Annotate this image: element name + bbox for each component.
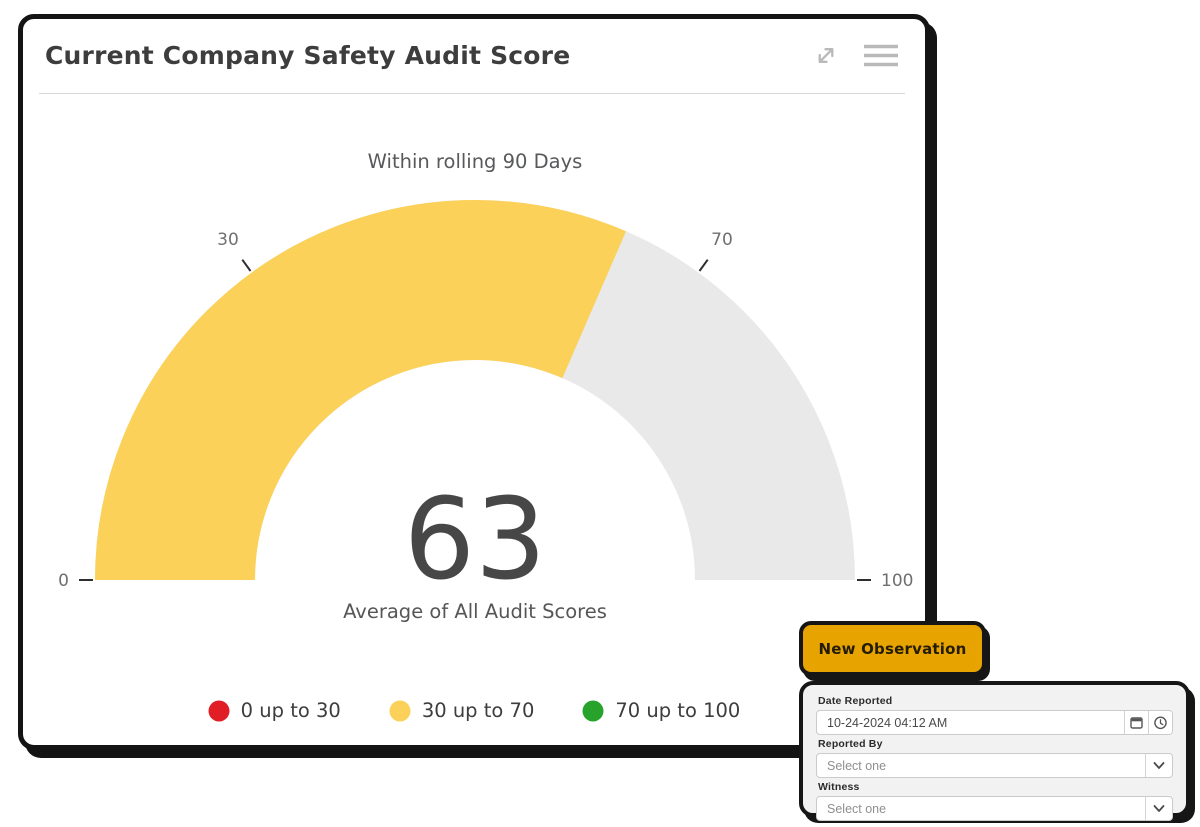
witness-value: Select one xyxy=(827,801,887,816)
header-divider xyxy=(39,93,905,94)
gauge-tick-label-100: 100 xyxy=(881,571,913,591)
date-reported-input[interactable]: 10-24-2024 04:12 AM xyxy=(827,715,948,730)
gauge-tick-70 xyxy=(698,259,709,272)
date-reported-control: 10-24-2024 04:12 AM xyxy=(816,710,1173,735)
gauge-tick-label-0: 0 xyxy=(58,571,69,591)
chevron-down-icon[interactable] xyxy=(1145,754,1172,777)
legend-dot-yellow-icon xyxy=(389,700,411,721)
hamburger-menu-icon[interactable] xyxy=(863,42,899,69)
reported-by-value: Select one xyxy=(827,758,887,773)
reported-by-label: Reported By xyxy=(818,738,883,750)
legend-item-yellow[interactable]: 30 up to 70 xyxy=(389,699,535,722)
gauge-legend: 0 up to 30 30 up to 70 70 up to 100 xyxy=(23,699,925,722)
clock-icon[interactable] xyxy=(1148,711,1172,734)
new-observation-button[interactable]: New Observation xyxy=(799,621,986,676)
gauge-subtitle: Average of All Audit Scores xyxy=(343,600,607,623)
gauge-tick-30 xyxy=(241,259,252,272)
reported-by-select[interactable]: Select one xyxy=(816,753,1173,778)
legend-label: 0 up to 30 xyxy=(240,699,341,722)
reported-by-field: Reported By Select one xyxy=(816,738,1173,778)
gauge-value: 63 xyxy=(404,475,547,605)
card-header: Current Company Safety Audit Score xyxy=(23,19,925,85)
date-reported-field: Date Reported 10-24-2024 04:12 AM xyxy=(816,695,1173,735)
card-title: Current Company Safety Audit Score xyxy=(45,40,571,70)
witness-select[interactable]: Select one xyxy=(816,796,1173,821)
gauge-chart: Within rolling 90 Days 0 30 70 100 63 Av… xyxy=(58,150,913,623)
legend-item-green[interactable]: 70 up to 100 xyxy=(582,699,740,722)
audit-score-card: Current Company Safety Audit Score xyxy=(18,14,930,750)
legend-item-red[interactable]: 0 up to 30 xyxy=(208,699,341,722)
observation-form-panel: Date Reported 10-24-2024 04:12 AM xyxy=(799,681,1190,821)
legend-label: 30 up to 70 xyxy=(421,699,535,722)
expand-icon[interactable] xyxy=(811,41,841,70)
gauge-tick-label-30: 30 xyxy=(217,230,239,250)
legend-label: 70 up to 100 xyxy=(615,699,741,722)
calendar-icon[interactable] xyxy=(1124,711,1148,734)
gauge-title: Within rolling 90 Days xyxy=(368,150,583,173)
witness-field: Witness Select one xyxy=(816,781,1173,821)
chevron-down-icon[interactable] xyxy=(1145,797,1172,820)
gauge-tick-label-70: 70 xyxy=(711,230,733,250)
legend-dot-green-icon xyxy=(582,700,604,721)
legend-dot-red-icon xyxy=(208,700,230,721)
gauge-value-arc xyxy=(95,200,855,582)
witness-label: Witness xyxy=(818,781,860,793)
card-header-icons xyxy=(811,41,899,70)
date-reported-label: Date Reported xyxy=(818,695,893,707)
